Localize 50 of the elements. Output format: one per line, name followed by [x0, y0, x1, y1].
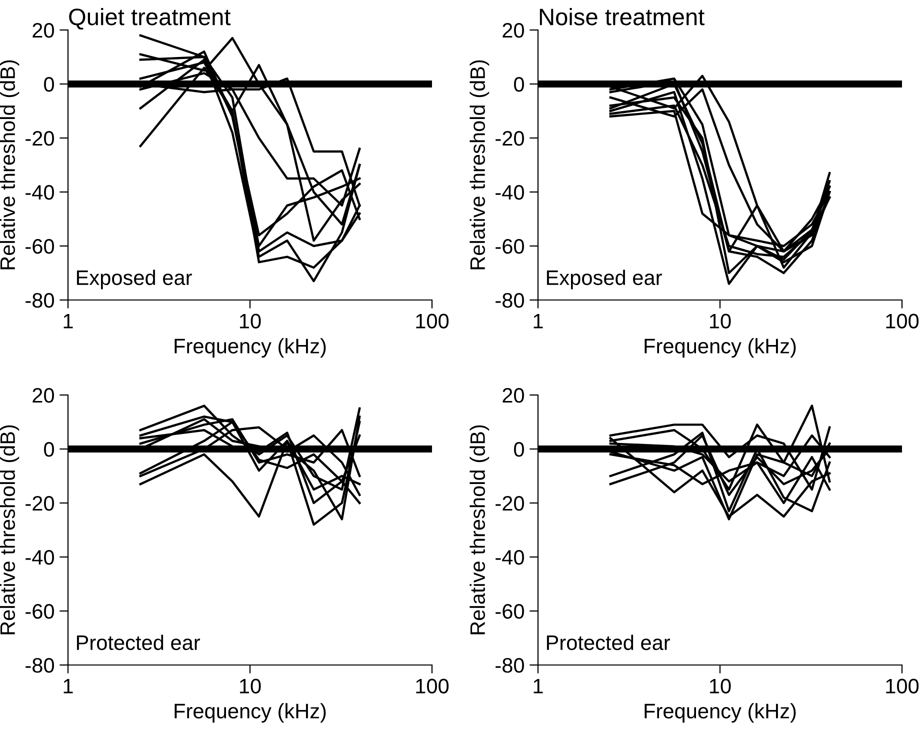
annotation: Protected ear	[76, 634, 200, 650]
y-axis-title: Relative threshold (dB)	[470, 60, 490, 270]
y-tick-label: -40	[496, 185, 524, 200]
x-tick-label: 10	[240, 314, 261, 328]
x-tick-label: 10	[710, 314, 731, 328]
x-tick-label: 1	[64, 678, 73, 694]
annotation: Exposed ear	[546, 270, 662, 290]
y-tick-label: -60	[26, 604, 54, 619]
x-axis-title: Frequency (kHz)	[644, 338, 796, 358]
y-tick-label: 20	[502, 23, 524, 38]
y-tick-label: -20	[496, 131, 524, 146]
x-tick-label: 10	[710, 678, 731, 694]
y-tick-label: -60	[26, 239, 54, 254]
chart-title: Quiet treatment	[69, 8, 231, 30]
y-tick-label: -80	[26, 293, 54, 308]
y-tick-label: -80	[496, 658, 524, 673]
x-tick-label: 1	[534, 314, 543, 328]
y-tick-label: -20	[496, 496, 524, 511]
y-tick-label: -40	[26, 550, 54, 565]
x-tick-label: 100	[416, 314, 449, 328]
x-axis-title: Frequency (kHz)	[174, 703, 326, 723]
chart-title: Noise treatment	[540, 8, 704, 26]
annotation: Protected ear	[546, 634, 670, 650]
y-tick-label: 0	[514, 77, 524, 92]
y-axis-title: Relative threshold (dB)	[0, 60, 20, 270]
y-axis-title: Relative threshold (dB)	[470, 425, 490, 634]
y-tick-label: -60	[496, 604, 524, 619]
y-tick-label: -40	[496, 550, 524, 565]
y-tick-label: 20	[32, 23, 54, 38]
y-tick-label: -40	[26, 185, 54, 200]
y-tick-label: 20	[502, 388, 524, 403]
y-tick-label: 0	[44, 442, 54, 457]
y-tick-label: -60	[496, 239, 524, 254]
x-tick-label: 100	[886, 678, 919, 694]
annotation: Exposed ear	[76, 270, 192, 290]
x-axis-title: Frequency (kHz)	[174, 338, 326, 358]
y-tick-label: 0	[514, 442, 524, 457]
x-tick-label: 10	[240, 678, 261, 694]
y-tick-label: -20	[26, 496, 54, 511]
y-tick-label: 0	[44, 77, 54, 92]
y-tick-label: 20	[32, 388, 54, 403]
y-tick-label: -80	[26, 658, 54, 673]
x-axis-title: Frequency (kHz)	[644, 703, 796, 723]
x-tick-label: 100	[886, 314, 919, 328]
x-tick-label: 1	[64, 314, 73, 328]
x-tick-label: 100	[416, 678, 449, 694]
y-axis-title: Relative threshold (dB)	[0, 425, 20, 634]
y-tick-label: -20	[26, 131, 54, 146]
y-tick-label: -80	[496, 293, 524, 308]
x-tick-label: 1	[534, 678, 543, 694]
